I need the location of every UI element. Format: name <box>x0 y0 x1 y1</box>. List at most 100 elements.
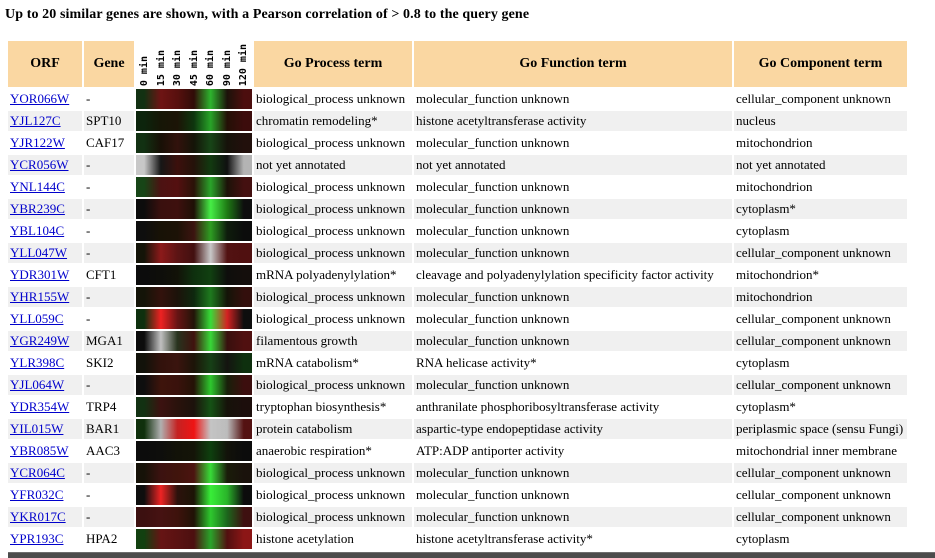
timepoint-label: 30 min <box>172 49 183 86</box>
heatmap-cell <box>136 133 252 153</box>
go-component-term: not yet annotated <box>734 155 907 175</box>
orf-link[interactable]: YLL047W <box>10 245 68 260</box>
gene-name: TRP4 <box>84 397 134 417</box>
table-body: YOR066W - biological_process unknown molecu… <box>8 89 907 549</box>
heatmap-cell <box>136 177 252 197</box>
orf-link[interactable]: YBL104C <box>10 223 65 238</box>
column-header-timepoints: 0 min 15 min 30 min 45 min 60 min 90 min 120 m… <box>136 41 252 87</box>
orf-link[interactable]: YBR239C <box>10 201 65 216</box>
table-row: YDR301W CFT1 mRNA polyadenylylation* cleava… <box>8 265 907 285</box>
go-function-term: RNA helicase activity* <box>414 353 732 373</box>
heatmap-cell <box>136 441 252 461</box>
header-row: ORF Gene 0 min 15 min 30 min 45 min 60 min 90… <box>8 41 907 87</box>
orf-link[interactable]: YDR354W <box>10 399 70 414</box>
go-process-term: biological_process unknown <box>254 507 412 527</box>
go-process-term: protein catabolism <box>254 419 412 439</box>
orf-cell: YBR239C <box>8 199 82 219</box>
go-process-term: chromatin remodeling* <box>254 111 412 131</box>
expression-heatmap <box>136 507 252 527</box>
table-row: YIL015W BAR1 protein catabolism aspartic-ty… <box>8 419 907 439</box>
go-function-term: not yet annotated <box>414 155 732 175</box>
gene-name: - <box>84 375 134 395</box>
orf-link[interactable]: YCR064C <box>10 465 65 480</box>
go-component-term: cytoplasm <box>734 221 907 241</box>
orf-link[interactable]: YJR122W <box>10 135 65 150</box>
go-function-term: molecular_function unknown <box>414 199 732 219</box>
expression-heatmap <box>136 177 252 197</box>
table-row: YLL059C - biological_process unknown molecu… <box>8 309 907 329</box>
heatmap-cell <box>136 221 252 241</box>
orf-link[interactable]: YBR085W <box>10 443 69 458</box>
orf-link[interactable]: YIL015W <box>10 421 64 436</box>
go-process-term: biological_process unknown <box>254 89 412 109</box>
page-title: Up to 20 similar genes are shown, with a… <box>5 7 530 22</box>
expression-heatmap <box>136 309 252 329</box>
orf-link[interactable]: YGR249W <box>10 333 70 348</box>
orf-link[interactable]: YLR398C <box>10 355 65 370</box>
table-row: YKR017C - biological_process unknown molecu… <box>8 507 907 527</box>
go-process-term: biological_process unknown <box>254 177 412 197</box>
orf-link[interactable]: YHR155W <box>10 289 70 304</box>
go-process-term: tryptophan biosynthesis* <box>254 397 412 417</box>
go-process-term: histone acetylation <box>254 529 412 549</box>
gene-name: - <box>84 243 134 263</box>
orf-link[interactable]: YFR032C <box>10 487 64 502</box>
orf-link[interactable]: YJL127C <box>10 113 61 128</box>
go-component-term: mitochondrion <box>734 133 907 153</box>
expression-heatmap <box>136 265 252 285</box>
expression-heatmap <box>136 485 252 505</box>
go-process-term: biological_process unknown <box>254 287 412 307</box>
heatmap-cell <box>136 353 252 373</box>
go-component-term: cellular_component unknown <box>734 331 907 351</box>
go-process-term: biological_process unknown <box>254 375 412 395</box>
heatmap-cell <box>136 507 252 527</box>
go-component-term: cytoplasm* <box>734 397 907 417</box>
expression-heatmap <box>136 243 252 263</box>
orf-cell: YDR354W <box>8 397 82 417</box>
go-component-term: cytoplasm* <box>734 199 907 219</box>
orf-link[interactable]: YOR066W <box>10 91 70 106</box>
orf-link[interactable]: YLL059C <box>10 311 64 326</box>
heatmap-cell <box>136 243 252 263</box>
go-component-term: mitochondrion <box>734 287 907 307</box>
go-component-term: cytoplasm <box>734 353 907 373</box>
orf-link[interactable]: YKR017C <box>10 509 66 524</box>
heatmap-cell <box>136 529 252 549</box>
orf-cell: YNL144C <box>8 177 82 197</box>
table-row: YFR032C - biological_process unknown molecu… <box>8 485 907 505</box>
gene-name: CAF17 <box>84 133 134 153</box>
orf-link[interactable]: YCR056W <box>10 157 69 172</box>
expression-heatmap <box>136 331 252 351</box>
heatmap-cell <box>136 111 252 131</box>
expression-heatmap <box>136 287 252 307</box>
timepoint-label: 120 min <box>238 43 249 86</box>
expression-heatmap <box>136 353 252 373</box>
go-function-term: histone acetyltransferase activity <box>414 111 732 131</box>
gene-name: - <box>84 507 134 527</box>
gene-name: - <box>84 287 134 307</box>
orf-cell: YKR017C <box>8 507 82 527</box>
orf-link[interactable]: YJL064W <box>10 377 65 392</box>
timepoint-label: 15 min <box>155 49 167 86</box>
go-component-term: mitochondrion* <box>734 265 907 285</box>
orf-link[interactable]: YPR193C <box>10 531 64 546</box>
orf-cell: YIL015W <box>8 419 82 439</box>
column-header-go-component: Go Component term <box>734 41 907 87</box>
table-row: YCR056W - not yet annotated not yet annotat… <box>8 155 907 175</box>
go-process-term: biological_process unknown <box>254 243 412 263</box>
orf-link[interactable]: YDR301W <box>10 267 70 282</box>
heatmap-cell <box>136 265 252 285</box>
gene-name: SKI2 <box>84 353 134 373</box>
orf-link[interactable]: YNL144C <box>10 179 65 194</box>
expression-heatmap <box>136 89 252 109</box>
go-function-term: molecular_function unknown <box>414 309 732 329</box>
go-component-term: cellular_component unknown <box>734 89 907 109</box>
timepoint-labels: 0 min 15 min 30 min 45 min 60 min 90 min 120 m… <box>136 44 252 87</box>
gene-name: - <box>84 155 134 175</box>
heatmap-cell <box>136 397 252 417</box>
gene-name: - <box>84 221 134 241</box>
table-row: YJR122W CAF17 biological_process unknown mo… <box>8 133 907 153</box>
gene-name: MGA1 <box>84 331 134 351</box>
go-component-term: cellular_component unknown <box>734 309 907 329</box>
go-component-term: cellular_component unknown <box>734 507 907 527</box>
